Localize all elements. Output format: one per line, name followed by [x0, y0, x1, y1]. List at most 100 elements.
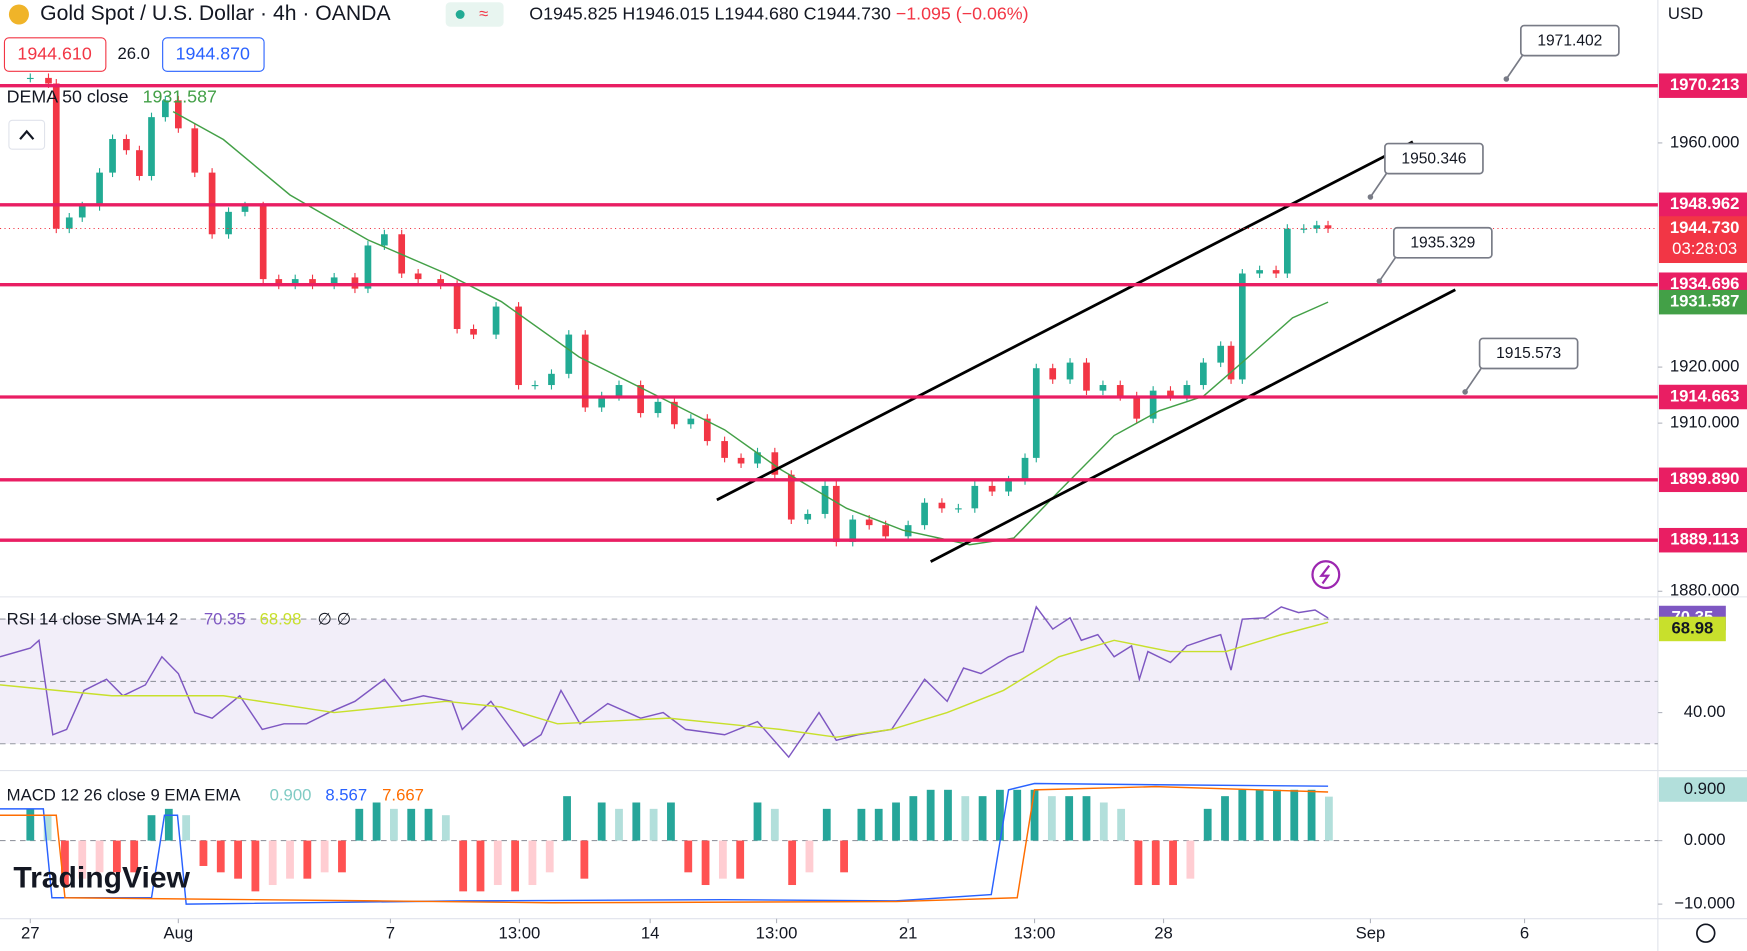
- histogram-bar: [1013, 789, 1022, 841]
- candle-body: [109, 138, 116, 173]
- candle-body: [45, 77, 52, 84]
- settings-button[interactable]: [1696, 923, 1716, 943]
- histogram-bar: [199, 840, 208, 866]
- ohlc: O1945.825 H1946.015 L1944.680 C1944.730 …: [529, 3, 1028, 23]
- histogram-bar: [26, 808, 35, 841]
- histogram-bar: [441, 815, 450, 841]
- histogram-bar: [61, 840, 69, 886]
- candle-body: [162, 100, 169, 118]
- signal-legend-value: 7.667: [382, 786, 424, 805]
- buy-button[interactable]: [162, 37, 265, 72]
- histogram-bar: [182, 815, 191, 841]
- candle-body: [581, 334, 589, 408]
- symbol-icon: [8, 4, 29, 25]
- histogram-bar: [632, 802, 641, 841]
- histogram-bar: [130, 840, 139, 873]
- macd-hist-label: 0.900: [1684, 779, 1726, 798]
- dema-line: [172, 110, 1329, 546]
- candle-body: [1300, 228, 1308, 230]
- candle-body: [1256, 270, 1263, 274]
- dema-legend-value: 1931.587: [143, 87, 217, 107]
- histogram-bar: [95, 840, 104, 873]
- candle-body: [123, 138, 130, 151]
- candle-body: [275, 279, 283, 285]
- y-tick-label: 1880.000: [1670, 581, 1740, 600]
- histogram-bar: [1186, 840, 1195, 879]
- candle-body: [492, 306, 500, 335]
- countdown: 03:28:03: [1672, 239, 1737, 258]
- histogram-bar: [1047, 796, 1056, 841]
- histogram-bar: [718, 840, 727, 879]
- candle-body: [921, 502, 928, 526]
- candle-body: [1066, 362, 1074, 380]
- histogram-bar: [1273, 789, 1281, 841]
- histogram-bar: [649, 808, 658, 841]
- histogram-bar: [164, 808, 173, 841]
- change: −1.095 (−0.06%): [896, 3, 1029, 23]
- histogram-bar: [112, 840, 121, 873]
- open: O1945.825: [529, 3, 617, 23]
- note-pointer: [1369, 172, 1388, 198]
- candle-body: [78, 206, 86, 218]
- candle-body: [1167, 390, 1174, 397]
- note-label: 1950.346: [1401, 150, 1466, 167]
- rsi-label-box: [1658, 616, 1726, 642]
- histogram-bar: [1099, 802, 1108, 841]
- histogram-bar: [147, 815, 156, 841]
- candle-body: [351, 277, 359, 289]
- sell-button[interactable]: [3, 37, 107, 72]
- candle-body: [1183, 385, 1191, 397]
- histogram-bar: [615, 808, 623, 841]
- currency: USD: [1668, 4, 1703, 23]
- note-box: [1392, 226, 1493, 259]
- low: L1944.680: [715, 3, 799, 23]
- histogram-bar: [216, 840, 225, 873]
- collapse-button[interactable]: [8, 119, 46, 150]
- candle-body: [671, 401, 678, 425]
- histogram-bar: [234, 840, 242, 879]
- histogram-bar: [407, 808, 416, 841]
- rsi-legend: RSI 14 close SMA 14 2: [7, 610, 179, 629]
- spread: 26.0: [117, 44, 149, 63]
- histogram-bar: [770, 808, 779, 841]
- x-tick-label: 27: [21, 924, 40, 943]
- histogram-bar: [909, 796, 918, 841]
- candle-body: [598, 396, 606, 408]
- dema-label-box: [1658, 289, 1747, 315]
- histogram-bar: [667, 802, 675, 841]
- histogram-bar: [1255, 789, 1264, 841]
- candle-body: [988, 485, 996, 492]
- note-anchor: [1503, 76, 1510, 82]
- macd-label-box: [1658, 777, 1747, 802]
- histogram-bar: [528, 840, 537, 886]
- note-label: 1971.402: [1537, 32, 1602, 49]
- note-label: 1935.329: [1410, 234, 1475, 251]
- histogram-bar: [511, 840, 520, 892]
- x-tick-label: Aug: [163, 924, 193, 943]
- x-tick-label: 21: [899, 924, 918, 943]
- candle-body: [65, 217, 73, 229]
- candle-body: [832, 485, 840, 542]
- candle-body: [548, 373, 555, 386]
- histogram-bar: [493, 840, 502, 886]
- candle-body: [1099, 385, 1107, 391]
- note-pointer: [1464, 366, 1483, 393]
- candle-body: [849, 519, 857, 542]
- histogram-bar: [1117, 808, 1126, 841]
- symbol-title: Gold Spot / U.S. Dollar · 4h · OANDA: [40, 2, 391, 25]
- x-tick-label: 13:00: [499, 924, 541, 943]
- ask: 1944.870: [176, 43, 250, 63]
- histogram-bar: [892, 802, 900, 841]
- candle-body: [721, 441, 728, 458]
- high: H1946.015: [622, 3, 709, 23]
- event-icon[interactable]: [1311, 560, 1341, 590]
- level-label-box: [1658, 527, 1747, 553]
- candle-body: [1313, 225, 1321, 229]
- x-tick-label: 13:00: [1014, 924, 1056, 943]
- histogram-bar: [788, 840, 797, 886]
- x-tick-label: 14: [641, 924, 660, 943]
- candle-body: [703, 418, 711, 442]
- candle-body: [1283, 228, 1291, 274]
